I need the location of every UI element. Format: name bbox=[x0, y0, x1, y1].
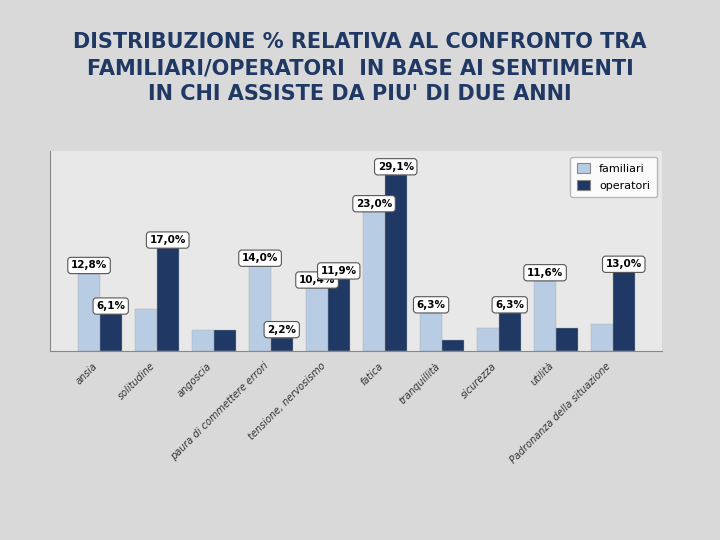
Text: 6,3%: 6,3% bbox=[495, 300, 524, 310]
Bar bbox=[591, 324, 613, 351]
Bar bbox=[613, 272, 634, 351]
Bar bbox=[328, 279, 349, 351]
Bar bbox=[78, 273, 100, 351]
Bar bbox=[499, 313, 521, 351]
Bar bbox=[556, 328, 577, 351]
Text: 23,0%: 23,0% bbox=[356, 199, 392, 209]
Text: 14,0%: 14,0% bbox=[242, 253, 278, 263]
Text: 6,1%: 6,1% bbox=[96, 301, 125, 311]
Bar bbox=[271, 338, 292, 351]
Text: 29,1%: 29,1% bbox=[378, 162, 414, 172]
Text: 13,0%: 13,0% bbox=[606, 259, 642, 269]
Text: 11,9%: 11,9% bbox=[320, 266, 357, 276]
Bar bbox=[385, 175, 407, 351]
Legend: familiari, operatori: familiari, operatori bbox=[570, 157, 657, 197]
Bar bbox=[306, 288, 328, 351]
Bar bbox=[214, 330, 235, 351]
Bar bbox=[192, 330, 214, 351]
Bar bbox=[442, 340, 464, 351]
Text: 6,3%: 6,3% bbox=[417, 300, 446, 310]
Text: DISTRIBUZIONE % RELATIVA AL CONFRONTO TRA
FAMILIARI/OPERATORI  IN BASE AI SENTIM: DISTRIBUZIONE % RELATIVA AL CONFRONTO TR… bbox=[73, 32, 647, 104]
Bar bbox=[364, 212, 385, 351]
Bar bbox=[157, 248, 179, 351]
Text: 10,4%: 10,4% bbox=[299, 275, 336, 285]
Bar bbox=[420, 313, 442, 351]
Text: 11,6%: 11,6% bbox=[527, 268, 563, 278]
Text: 2,2%: 2,2% bbox=[267, 325, 296, 335]
Bar bbox=[534, 281, 556, 351]
Text: 17,0%: 17,0% bbox=[150, 235, 186, 245]
Bar bbox=[249, 266, 271, 351]
Text: 12,8%: 12,8% bbox=[71, 260, 107, 271]
Bar bbox=[100, 314, 122, 351]
Bar bbox=[135, 309, 157, 351]
Bar bbox=[477, 328, 499, 351]
